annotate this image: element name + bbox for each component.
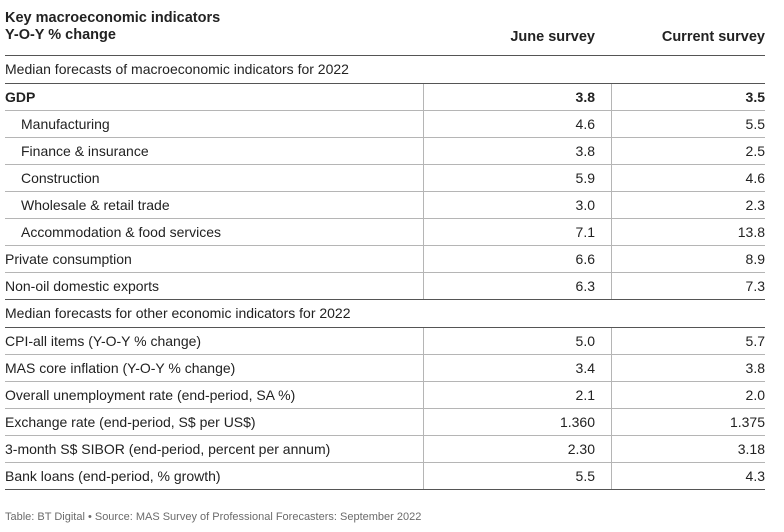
row-label: Construction bbox=[21, 170, 100, 186]
current-survey-value: 5.5 bbox=[611, 111, 765, 137]
section-macro-rows: GDP 3.8 3.5 Manufacturing 4.6 5.5 Finance & in… bbox=[5, 83, 765, 299]
table-row: CPI-all items (Y-O-Y % change) 5.0 5.7 bbox=[5, 327, 765, 354]
table-row: Non-oil domestic exports 6.3 7.3 bbox=[5, 272, 765, 299]
june-survey-value: 1.360 bbox=[423, 409, 595, 435]
june-survey-value: 3.4 bbox=[423, 355, 595, 381]
column-header-june: June survey bbox=[510, 29, 595, 45]
june-survey-value: 7.1 bbox=[423, 219, 595, 245]
current-survey-value: 4.3 bbox=[611, 463, 765, 489]
current-survey-value: 3.5 bbox=[611, 84, 765, 110]
june-survey-value: 3.8 bbox=[423, 138, 595, 164]
june-survey-value: 3.0 bbox=[423, 192, 595, 218]
row-label: CPI-all items (Y-O-Y % change) bbox=[5, 333, 202, 349]
row-label: Finance & insurance bbox=[21, 143, 149, 159]
current-survey-value: 4.6 bbox=[611, 165, 765, 191]
table-row: Construction 5.9 4.6 bbox=[5, 164, 765, 191]
june-survey-value: 2.30 bbox=[423, 436, 595, 462]
table-row: 3-month S$ SIBOR (end-period, percent pe… bbox=[5, 435, 765, 462]
current-survey-value: 13.8 bbox=[611, 219, 765, 245]
current-survey-value: 2.0 bbox=[611, 382, 765, 408]
table-footer-source: Table: BT Digital • Source: MAS Survey o… bbox=[5, 511, 422, 523]
june-survey-value: 5.5 bbox=[423, 463, 595, 489]
june-survey-value: 6.3 bbox=[423, 273, 595, 299]
current-survey-value: 5.7 bbox=[611, 328, 765, 354]
june-survey-value: 6.6 bbox=[423, 246, 595, 272]
table-bottom-rule bbox=[5, 489, 765, 490]
table-row: Wholesale & retail trade 3.0 2.3 bbox=[5, 191, 765, 218]
row-label: Private consumption bbox=[5, 251, 132, 267]
june-survey-value: 5.9 bbox=[423, 165, 595, 191]
table-row: Bank loans (end-period, % growth) 5.5 4.3 bbox=[5, 462, 765, 489]
table-row: Finance & insurance 3.8 2.5 bbox=[5, 137, 765, 164]
table-row: Overall unemployment rate (end-period, S… bbox=[5, 381, 765, 408]
row-label: Accommodation & food services bbox=[21, 224, 221, 240]
column-header-current: Current survey bbox=[661, 29, 765, 45]
table-row: Private consumption 6.6 8.9 bbox=[5, 245, 765, 272]
section-title-other: Median forecasts for other economic indi… bbox=[5, 299, 765, 327]
table-row: Manufacturing 4.6 5.5 bbox=[5, 110, 765, 137]
table-row: MAS core inflation (Y-O-Y % change) 3.4 3.… bbox=[5, 354, 765, 381]
row-label: Wholesale & retail trade bbox=[21, 197, 170, 213]
current-survey-value: 7.3 bbox=[611, 273, 765, 299]
current-survey-value: 8.9 bbox=[611, 246, 765, 272]
june-survey-value: 3.8 bbox=[423, 84, 595, 110]
current-survey-value: 2.5 bbox=[611, 138, 765, 164]
june-survey-value: 5.0 bbox=[423, 328, 595, 354]
row-label: Manufacturing bbox=[21, 116, 110, 132]
section-other-rows: CPI-all items (Y-O-Y % change) 5.0 5.7 MAS … bbox=[5, 327, 765, 489]
row-label: GDP bbox=[5, 89, 36, 105]
current-survey-value: 1.375 bbox=[611, 409, 765, 435]
row-label: 3-month S$ SIBOR (end-period, percent pe… bbox=[5, 441, 331, 457]
indicators-table: Key macroeconomic indicators Y-O-Y % cha… bbox=[5, 10, 765, 490]
june-survey-value: 2.1 bbox=[423, 382, 595, 408]
table-row: Exchange rate (end-period, S$ per US$) 1.… bbox=[5, 408, 765, 435]
table-header: Key macroeconomic indicators Y-O-Y % cha… bbox=[5, 10, 765, 55]
title-line-1: Key macroeconomic indicators bbox=[5, 10, 221, 26]
current-survey-value: 3.18 bbox=[611, 436, 765, 462]
row-label: Overall unemployment rate (end-period, S… bbox=[5, 387, 296, 403]
table-row: Accommodation & food services 7.1 13.8 bbox=[5, 218, 765, 245]
row-label: Bank loans (end-period, % growth) bbox=[5, 468, 221, 484]
june-survey-value: 4.6 bbox=[423, 111, 595, 137]
current-survey-value: 2.3 bbox=[611, 192, 765, 218]
title-line-2: Y-O-Y % change bbox=[5, 27, 116, 43]
current-survey-value: 3.8 bbox=[611, 355, 765, 381]
section-title-macro: Median forecasts of macroeconomic indica… bbox=[5, 55, 765, 83]
row-label: Exchange rate (end-period, S$ per US$) bbox=[5, 414, 256, 430]
row-label: MAS core inflation (Y-O-Y % change) bbox=[5, 360, 236, 376]
section-label: Median forecasts of macroeconomic indica… bbox=[5, 61, 349, 77]
section-label: Median forecasts for other economic indi… bbox=[5, 305, 351, 321]
table-title: Key macroeconomic indicators Y-O-Y % cha… bbox=[5, 10, 220, 44]
table-row: GDP 3.8 3.5 bbox=[5, 83, 765, 110]
row-label: Non-oil domestic exports bbox=[5, 278, 160, 294]
